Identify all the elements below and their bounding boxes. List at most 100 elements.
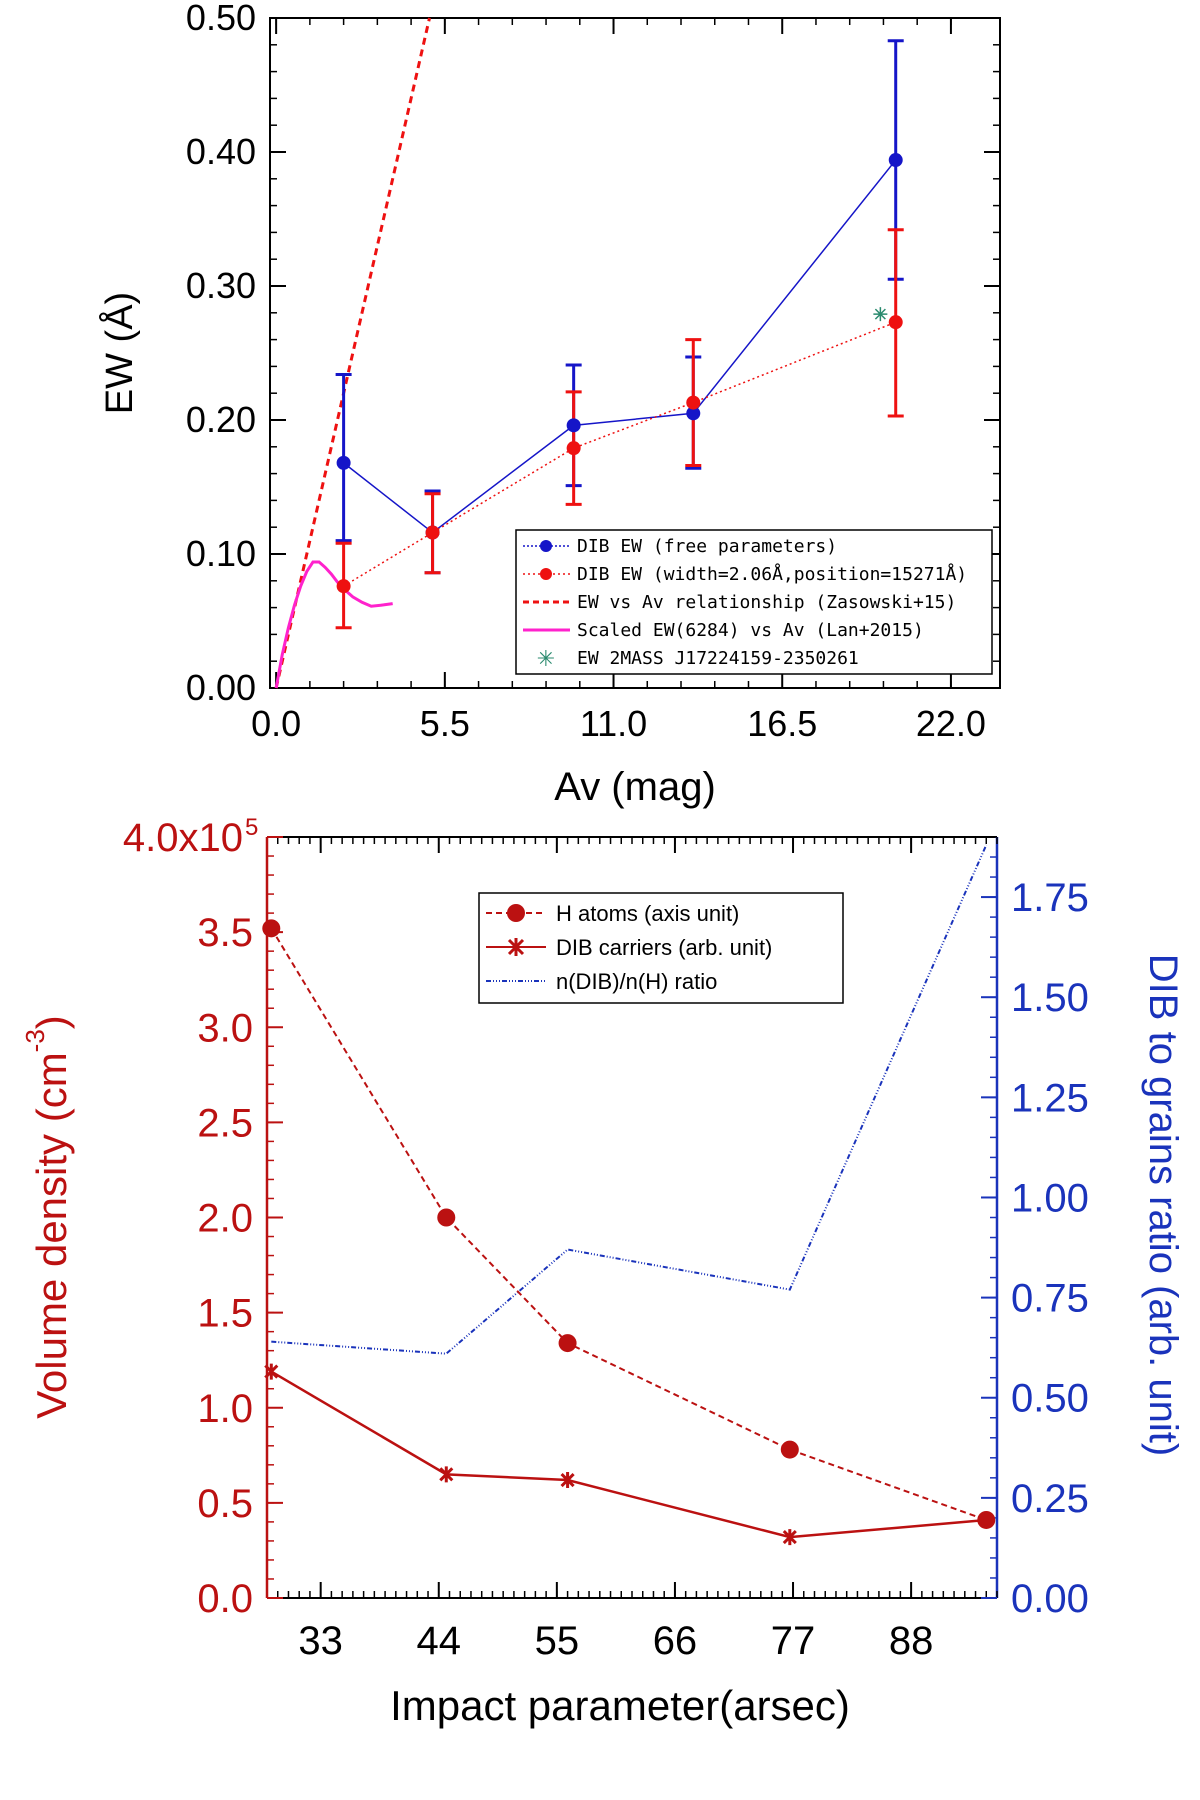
bottom-right-axis-label: DIB to grains ratio (arb. unit) [1141,954,1185,1456]
free-parameters-point [336,455,351,470]
top-y-tick-label: 0.50 [186,0,256,38]
dib-carriers-line [270,1370,987,1539]
top-x-tick-label: 11.0 [580,703,647,744]
left-axis-label-sup: -3 [20,1029,50,1052]
bottom-x-tick-label: 44 [417,1619,462,1663]
top-y-tick-label: 0.30 [186,265,256,306]
top-chart: 0.0 5.5 11.0 16.5 22.0 0.00 0.10 0.20 0.30 0.40 0.… [97,0,1001,809]
right-y-tick-label: 0.50 [1011,1377,1089,1421]
top-plot-frame [269,17,1001,689]
legend-label-lan2015: Scaled EW(6284) vs Av (Lan+2015) [577,620,924,641]
legend-entry-free-parameters: DIB EW (free parameters) [523,536,837,557]
top-y-tick-label: 0.20 [186,399,256,440]
legend-swatch-green-asterisk: ✳ [537,646,555,671]
legend-entry-h-atoms: H atoms (axis unit) [486,901,739,926]
legend-label-h-atoms: H atoms (axis unit) [556,901,739,926]
right-y-tick-label: 1.00 [1011,1176,1089,1220]
bottom-x-axis-label: Impact parameter(arsec) [390,1682,850,1729]
2mass-point [873,307,888,322]
top-x-tick-label: 5.5 [420,703,470,744]
bottom-series [262,844,996,1546]
top-y-tick-label: 0.40 [186,131,256,172]
left-y-tick-label: 2.0 [197,1197,253,1241]
right-y-tick-label: 0.25 [1011,1477,1089,1521]
right-y-tick-label: 1.75 [1011,876,1089,920]
top-y-tick-label: 0.10 [186,533,256,574]
zasowski-relationship-line [274,17,431,689]
top-x-tick-label: 16.5 [747,703,817,744]
bottom-x-tick-label: 55 [535,1619,580,1663]
top-series [274,17,904,689]
fixed-width-point [425,525,440,540]
fixed-width-point [686,395,701,410]
dib-carriers-point [439,1466,454,1483]
left-y-tick-label: 1.0 [197,1387,253,1431]
left-axis-label-close: ) [28,1015,75,1029]
legend-swatch-dib-star [507,938,525,956]
left-y-tick-label: 2.5 [197,1101,253,1145]
legend-entry-lan2015: Scaled EW(6284) vs Av (Lan+2015) [523,620,924,641]
dib-carriers-point [560,1472,575,1489]
free-parameters-line [343,159,897,534]
h-atoms-point [437,1208,456,1227]
legend-label-free-parameters: DIB EW (free parameters) [577,536,837,557]
top-x-tick-label: 22.0 [916,703,986,744]
legend-swatch-red-dot [540,568,552,580]
left-y-tick-label: 3.0 [197,1006,253,1050]
legend-swatch-h-dot [507,904,525,922]
top-y-tick-label: 0.00 [186,667,256,708]
right-y-tick-label: 1.50 [1011,976,1089,1020]
free-parameters-point [686,406,701,421]
h-atoms-point [262,919,281,938]
bottom-x-tick-label: 88 [889,1619,934,1663]
bottom-x-tick-label: 77 [771,1619,816,1663]
legend-entry-zasowski: EW vs Av relationship (Zasowski+15) [523,592,956,613]
bottom-x-tick-label: 66 [653,1619,698,1663]
left-y-tick-label: 0.0 [197,1577,253,1621]
left-y-tick-exponent: 5 [245,814,258,841]
left-axis-label-main: Volume density (cm [28,1052,75,1418]
bottom-ticks: 33 44 55 66 77 88 0.0 0.5 1.0 1.5 2.0 2.5 3.0 3.5 4.0x… [123,814,1089,1663]
legend-label-dib-carriers: DIB carriers (arb. unit) [556,935,772,960]
top-ticks: 0.0 5.5 11.0 16.5 22.0 0.00 0.10 0.20 0.30 0.40 0.… [186,0,1000,744]
left-y-tick-label: 1.5 [197,1292,253,1336]
dib-carriers-point [782,1529,797,1546]
legend-entry-2mass: ✳ EW 2MASS J17224159-2350261 [537,646,859,671]
bottom-chart: 33 44 55 66 77 88 0.0 0.5 1.0 1.5 2.0 2.5 3.0 3.5 4.0x… [20,814,1185,1729]
h-atoms-point [558,1334,577,1353]
bottom-x-tick-label: 33 [298,1619,343,1663]
left-y-tick-label: 3.5 [197,911,253,955]
ratio-line [271,844,988,1355]
legend-label-zasowski: EW vs Av relationship (Zasowski+15) [577,592,956,613]
legend-entry-fixed-width: DIB EW (width=2.06Å,position=15271Å) [523,563,967,585]
fixed-width-point [566,441,581,456]
dib-carriers-point [264,1363,279,1380]
legend-label-fixed-width: DIB EW (width=2.06Å,position=15271Å) [577,563,967,585]
fixed-width-point [888,315,903,330]
free-parameters-point [888,153,903,168]
h-atoms-point [780,1440,799,1459]
top-x-tick-label: 0.0 [251,703,301,744]
fixed-width-point [336,579,351,594]
legend-label-ratio: n(DIB)/n(H) ratio [556,969,717,994]
lan2015-curve [274,560,393,689]
h-atoms-line [270,927,987,1521]
top-y-axis-label: EW (Å) [97,292,141,414]
dib-carriers-point [979,1512,994,1528]
legend-entry-dib-carriers: DIB carriers (arb. unit) [486,935,772,960]
free-parameters-point [566,418,581,433]
bottom-legend: H atoms (axis unit) DIB carriers (arb. u… [478,892,844,1004]
legend-entry-ratio: n(DIB)/n(H) ratio [486,969,717,994]
legend-swatch-blue-dot [540,540,552,552]
top-legend: DIB EW (free parameters) DIB EW (width=2… [515,529,993,675]
right-y-tick-label: 0.75 [1011,1277,1089,1321]
top-x-axis-label: Av (mag) [554,765,716,809]
left-y-tick-label: 4.0x10 [123,816,243,860]
bottom-left-axis-label: Volume density (cm-3) [20,1015,75,1419]
top-legend-box [515,529,993,675]
left-y-tick-label: 0.5 [197,1482,253,1526]
legend-label-2mass: EW 2MASS J17224159-2350261 [577,648,859,669]
right-y-tick-label: 1.25 [1011,1076,1089,1120]
right-y-tick-label: 0.00 [1011,1577,1089,1621]
